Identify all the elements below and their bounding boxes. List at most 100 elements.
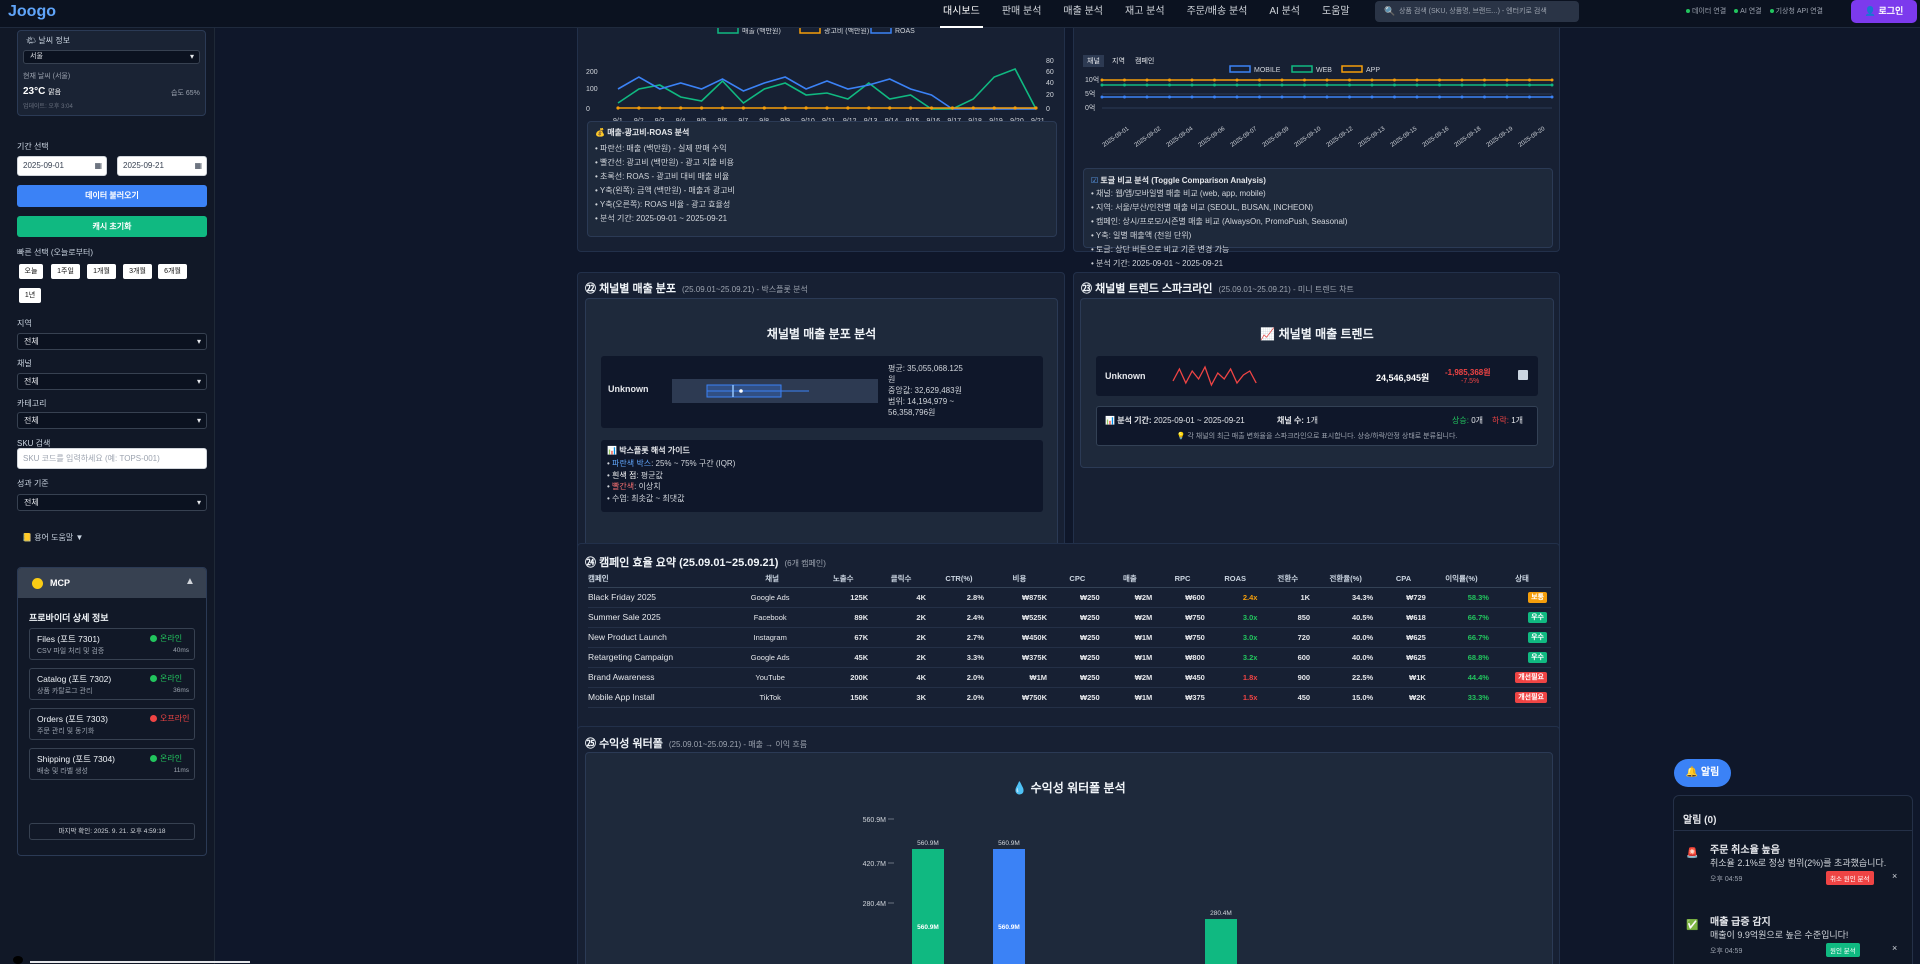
series-point — [1303, 95, 1306, 99]
login-button[interactable]: 👤 로그인 — [1851, 0, 1917, 23]
sparkline-card: 📈 채널별 매출 트렌드 Unknown 24,546,945원 -1,985,… — [1080, 298, 1554, 468]
sales-info-title: 💰 매출-광고비-ROAS 분석 — [595, 127, 689, 138]
boxplot-stats: 평균: 35,055,068.125 원 중앙값: 32,629,483원 범위… — [888, 363, 963, 418]
section-title-text: 채널별 매출 분포 — [599, 283, 677, 295]
series-point — [1303, 78, 1306, 82]
table-cell: Google Ads — [730, 587, 815, 608]
quick-today-button[interactable]: 오늘 — [19, 264, 43, 279]
sparkline-chart-title-text: 채널별 매출 트렌드 — [1278, 327, 1374, 341]
column-header: CPC — [1051, 571, 1104, 588]
table-cell: ₩800 — [1156, 647, 1209, 668]
cell-value: 67K — [854, 632, 869, 642]
series-point — [1528, 83, 1531, 87]
notification-toggle-button[interactable]: 🔔 알림 — [1674, 759, 1731, 787]
table-cell: Black Friday 2025 — [588, 587, 731, 608]
sku-search-input[interactable]: SKU 코드를 입력하세요 (예: TOPS-001) — [17, 448, 207, 469]
guide-value: : 이상치 — [634, 482, 661, 491]
app-logo[interactable]: Joogo — [8, 3, 56, 20]
provider-desc: 배송 및 라벨 생성 — [37, 768, 88, 775]
notification-item: 🚨 주문 취소율 높음 취소율 2.1%로 정상 범위(2%)를 초과했습니다. 오후… — [1674, 838, 1912, 908]
table-cell: ₩1K — [1377, 667, 1430, 688]
table-cell: ₩729 — [1377, 587, 1430, 608]
series-point — [1190, 95, 1194, 99]
y-tick: 10억 — [1085, 76, 1099, 84]
toggle-tab-channel[interactable]: 채널 — [1083, 55, 1104, 67]
expand-icon[interactable] — [1518, 370, 1528, 380]
nav-tab-sales[interactable]: 판매 분석 — [1001, 6, 1042, 17]
check-icon: ✅ — [1686, 920, 1699, 931]
table-cell: 89K — [814, 607, 873, 628]
series-point — [1258, 83, 1261, 87]
y-left-tick: 0 — [586, 106, 590, 113]
cell-value: ₩1M — [1134, 652, 1153, 662]
bullet: • 초록선: ROAS - 광고비 대비 매출 비율 — [595, 172, 730, 181]
notification-panel: 알림 (0) 🚨 주문 취소율 높음 취소율 2.1%로 정상 범위(2%)를 초과… — [1673, 795, 1913, 964]
city-select[interactable]: 서울 ▾ — [23, 50, 200, 64]
date-to-input[interactable]: 2025-09-21 ▦ — [117, 156, 207, 176]
provider-latency: 40ms — [173, 647, 189, 654]
category-value: 전체 — [24, 416, 39, 425]
bullet-text: 파란선: 매출 (백만원) - 실제 판매 수익 — [600, 144, 727, 153]
category-select[interactable]: 전체 ▾ — [17, 412, 207, 429]
series-point — [1438, 78, 1441, 82]
collapse-icon[interactable]: ▲ — [185, 576, 195, 587]
close-icon[interactable]: × — [1892, 871, 1898, 881]
search-input[interactable]: 🔍 상품 검색 (SKU, 상품명, 브랜드...) - 엔터키로 검색 — [1375, 1, 1579, 22]
bullet-text: Y축(오른쪽): ROAS 비율 - 광고 효율성 — [599, 200, 731, 209]
provider-name: Orders (포트 7303) — [37, 714, 108, 724]
mcp-header[interactable] — [18, 568, 206, 598]
series-point — [1258, 78, 1261, 82]
toggle-tab-campaign[interactable]: 캠페인 — [1135, 58, 1155, 65]
horizontal-scrollbar[interactable] — [30, 961, 250, 963]
quick-1year-button[interactable]: 1년 — [19, 288, 41, 303]
quick-6month-button[interactable]: 6개월 — [158, 264, 187, 279]
region-select[interactable]: 전체 ▾ — [17, 333, 207, 350]
cell-value: 2.7% — [966, 632, 984, 642]
table-cell: 40.5% — [1314, 607, 1378, 628]
perf-select[interactable]: 전체 ▾ — [17, 494, 207, 511]
table-cell: ₩1M — [1103, 627, 1157, 648]
column-header: ROAS — [1208, 571, 1262, 588]
date-from-input[interactable]: 2025-09-01 ▦ — [17, 156, 107, 176]
table-row: Summer Sale 2025 Facebook 89K 2K 2.4% ₩525K ₩2… — [588, 607, 1551, 628]
notification-action-button[interactable]: 취소 원인 분석 — [1826, 871, 1874, 885]
nav-tab-dashboard[interactable]: 대시보드 — [940, 0, 983, 28]
close-icon[interactable]: × — [1892, 943, 1898, 953]
nav-tab-inventory[interactable]: 재고 분석 — [1125, 6, 1165, 17]
quick-3month-button[interactable]: 3개월 — [123, 264, 152, 279]
series-point — [1145, 78, 1149, 82]
table-cell: ₩1M — [987, 667, 1052, 688]
summary-note-text: 각 채널의 최근 매출 변화율을 스파크라인으로 표시합니다. 상승/하락/안정… — [1187, 433, 1458, 440]
table-cell: ₩250 — [1051, 627, 1104, 648]
status-data-label: 데이터 연결 — [1692, 8, 1727, 15]
section-title-text: 캠페인 효율 요약 (25.09.01~25.09.21) — [599, 557, 779, 569]
nav-tab-revenue[interactable]: 매출 분석 — [1063, 6, 1103, 17]
provider-desc: 주문 관리 및 동기화 — [37, 728, 95, 735]
cell-value: 40.0% — [1351, 632, 1374, 642]
quick-1month-button[interactable]: 1개월 — [87, 264, 116, 279]
mcp-status-dot — [32, 578, 43, 589]
status-weather: 기상청 API 연결 — [1769, 6, 1823, 16]
bullet-text: 채널: 웹/앱/모바일별 매출 비교 (web, app, mobile) — [1096, 189, 1266, 198]
channel-select[interactable]: 전체 ▾ — [17, 373, 207, 390]
nav-tab-help[interactable]: 도움말 — [1322, 6, 1350, 17]
clear-cache-button[interactable]: 캐시 초기화 — [17, 216, 207, 237]
series-point — [1235, 95, 1239, 99]
bar-label: 280.4M — [1210, 910, 1232, 917]
load-data-button[interactable]: 데이터 불러오기 — [17, 185, 207, 207]
x-tick: 2025-09-16 — [1422, 126, 1451, 149]
nav-tab-ai[interactable]: AI 분석 — [1269, 6, 1300, 17]
nav-tab-orders[interactable]: 주문/배송 분석 — [1186, 6, 1248, 17]
glossary-toggle[interactable]: 📒 용어 도움말 ▼ — [22, 532, 83, 543]
quick-1week-button[interactable]: 1주일 — [51, 264, 80, 279]
x-tick: 2025-09-02 — [1134, 126, 1163, 149]
cell-value: ₩375 — [1185, 692, 1205, 702]
toggle-tab-region[interactable]: 지역 — [1112, 58, 1125, 65]
series-point — [1483, 83, 1486, 87]
cell-value: ₩1K — [1409, 672, 1426, 682]
droplet-icon: 💧 — [1012, 781, 1031, 795]
cell-value: 2K — [916, 652, 927, 662]
table-row: New Product Launch Instagram 67K 2K 2.7% ₩450… — [588, 627, 1551, 648]
provider-status-dot — [150, 715, 157, 722]
notification-action-button[interactable]: 원인 분석 — [1826, 943, 1860, 957]
